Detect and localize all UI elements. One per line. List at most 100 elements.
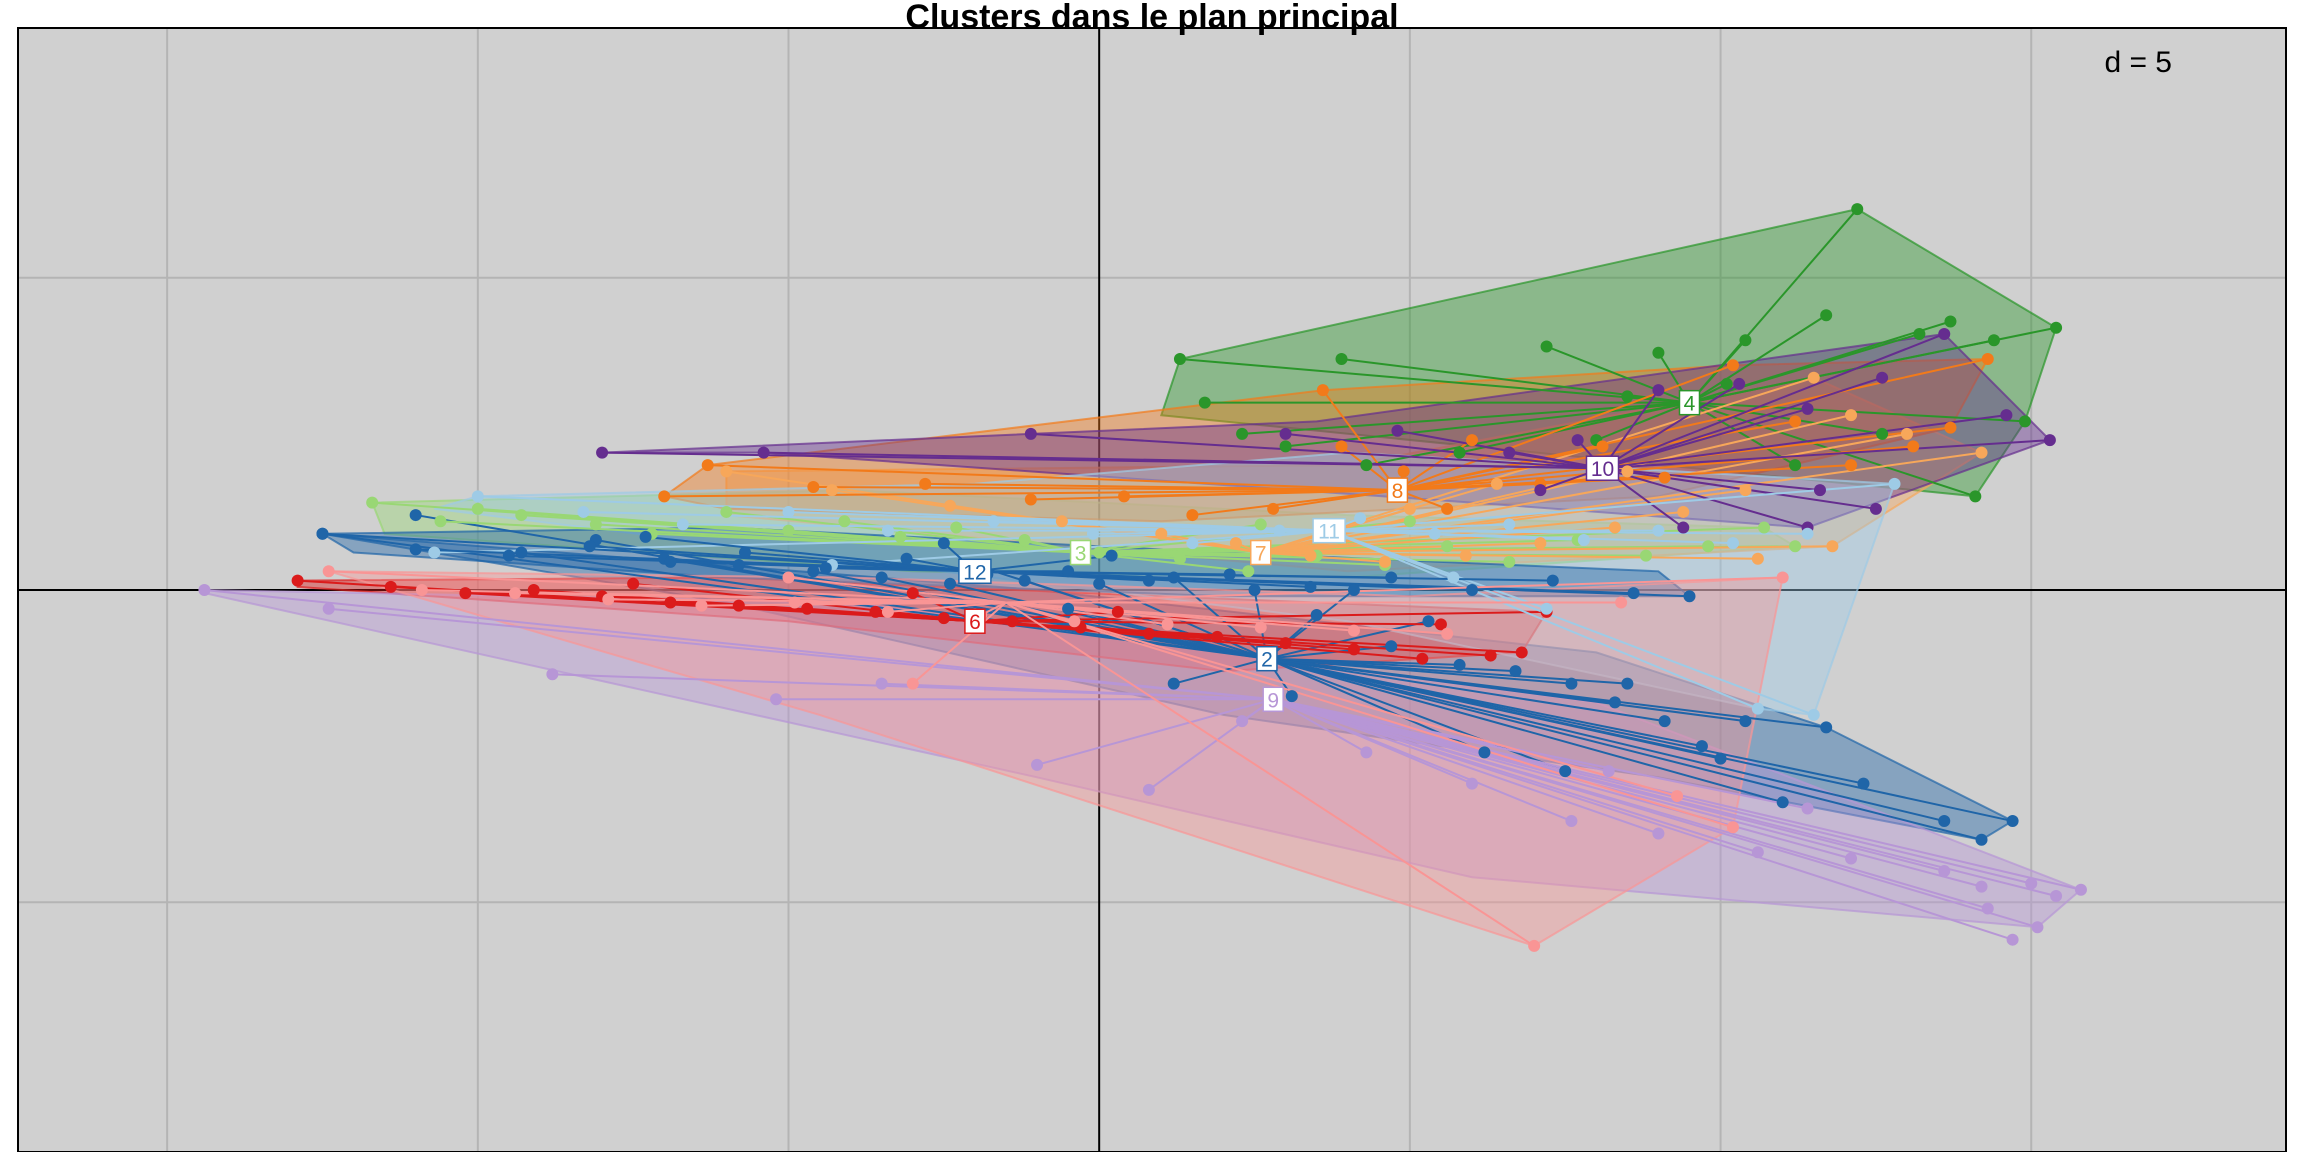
cluster-point-4 — [1851, 203, 1864, 216]
cluster-point-4 — [1173, 352, 1186, 365]
cluster-segment-3 — [651, 532, 1081, 554]
cluster-segment-4 — [1689, 401, 1976, 498]
cluster-point-6 — [291, 574, 304, 587]
cluster-point-7 — [944, 499, 957, 512]
cluster-point-1 — [602, 593, 615, 606]
cluster-label-2: 2 — [1256, 645, 1278, 672]
cluster-point-2 — [1714, 752, 1727, 765]
cluster-point-9 — [1031, 758, 1044, 771]
cluster-point-9 — [1236, 715, 1249, 728]
cluster-label-text: 9 — [1267, 689, 1279, 712]
cluster-point-8 — [807, 480, 820, 493]
cluster-point-12 — [409, 543, 422, 556]
cluster-point-11 — [471, 490, 484, 503]
cluster-label-text: 11 — [1318, 521, 1340, 544]
cluster-point-4 — [1236, 427, 1249, 440]
cluster-point-10 — [1677, 521, 1690, 534]
cluster-point-1 — [1726, 821, 1739, 834]
cluster-point-10 — [1876, 371, 1889, 384]
cluster-point-3 — [1441, 540, 1454, 553]
cluster-segment-1 — [912, 601, 1007, 685]
cluster-segment-8 — [1124, 489, 1398, 498]
cluster-point-2 — [1422, 615, 1435, 628]
cluster-segment-10 — [1285, 432, 1603, 470]
cluster-point-6 — [869, 605, 882, 618]
cluster-point-9 — [770, 693, 783, 706]
cluster-point-3 — [1093, 546, 1106, 559]
cluster-point-12 — [1062, 565, 1075, 578]
cluster-point-4 — [1944, 315, 1957, 328]
cluster-label-4: 4 — [1678, 389, 1701, 416]
cluster-segment-2 — [322, 532, 1268, 660]
cluster-point-6 — [906, 587, 919, 600]
cluster-point-2 — [1739, 715, 1752, 728]
cluster-point-1 — [1671, 790, 1684, 803]
cluster-point-9 — [1142, 783, 1155, 796]
cluster-segment-11 — [1329, 529, 1734, 545]
cluster-point-1 — [1528, 939, 1541, 952]
cluster-point-1 — [509, 587, 522, 600]
cluster-label-box — [1256, 645, 1278, 672]
cluster-label-10: 10 — [1585, 455, 1620, 481]
cluster-segment-10 — [1602, 407, 1808, 470]
cluster-point-2 — [875, 571, 888, 584]
cluster-point-8 — [1186, 509, 1199, 522]
cluster-point-7 — [1751, 552, 1764, 565]
cluster-point-3 — [1254, 518, 1267, 531]
cluster-point-1 — [788, 596, 801, 609]
cluster-segment-11 — [993, 520, 1330, 532]
cluster-segment-2 — [1266, 657, 1616, 704]
cluster-point-11 — [1807, 708, 1820, 721]
cluster-point-10 — [1503, 446, 1516, 459]
cluster-point-11 — [1751, 702, 1764, 715]
cluster-point-6 — [1279, 637, 1292, 650]
cluster-point-6 — [627, 577, 640, 590]
cluster-point-11 — [881, 524, 894, 537]
cluster-label-box — [1386, 477, 1409, 503]
cluster-segment-2 — [1266, 657, 1566, 773]
cluster-point-8 — [1907, 440, 1920, 453]
cluster-point-4 — [1876, 427, 1889, 440]
cluster-point-10 — [1801, 402, 1814, 415]
cluster-point-1 — [322, 565, 335, 578]
cluster-point-8 — [1466, 434, 1479, 447]
cluster-segment-2 — [1266, 657, 1665, 723]
cluster-point-7 — [1677, 505, 1690, 518]
chart-title: Clusters dans le plan principal — [905, 0, 1398, 36]
cluster-point-10 — [2043, 434, 2056, 447]
cluster-point-11 — [1273, 524, 1286, 537]
cluster-point-2 — [1565, 677, 1578, 690]
cluster-segment-8 — [1273, 489, 1398, 510]
cluster-point-8 — [1335, 440, 1348, 453]
cluster-point-11 — [577, 505, 590, 518]
cluster-point-2 — [2006, 815, 2019, 828]
cluster-point-9 — [1652, 827, 1665, 840]
plot-frame — [17, 27, 2287, 1152]
cluster-point-12 — [316, 527, 329, 540]
cluster-segment-1 — [1005, 601, 1734, 829]
cluster-point-6 — [732, 599, 745, 612]
cluster-point-1 — [881, 605, 894, 618]
cluster-point-7 — [1621, 465, 1634, 478]
cluster-segment-8 — [1322, 389, 1399, 491]
cluster-segment-2 — [1098, 582, 1268, 660]
cluster-segment-10 — [1602, 333, 1945, 470]
cluster-segment-10 — [1602, 376, 1883, 470]
cluster-label-text: 6 — [969, 611, 981, 634]
cluster-point-3 — [894, 530, 907, 543]
cluster-segment-12 — [645, 535, 976, 573]
cluster-label-box — [958, 558, 992, 585]
cluster-label-text: 12 — [963, 561, 986, 584]
cluster-point-4 — [1279, 440, 1292, 453]
cluster-segment-9 — [1272, 698, 1989, 910]
cluster-point-1 — [415, 584, 428, 596]
cluster-point-4 — [1969, 490, 1982, 503]
cluster-point-4 — [1621, 390, 1634, 403]
cluster-point-12 — [1627, 587, 1640, 600]
cluster-segment-1 — [1005, 601, 1535, 947]
cluster-point-10 — [596, 446, 609, 459]
cluster-point-2 — [515, 546, 528, 559]
cluster-segment-9 — [1036, 698, 1274, 766]
cluster-point-1 — [1615, 596, 1628, 609]
cluster-point-9 — [1981, 902, 1994, 915]
